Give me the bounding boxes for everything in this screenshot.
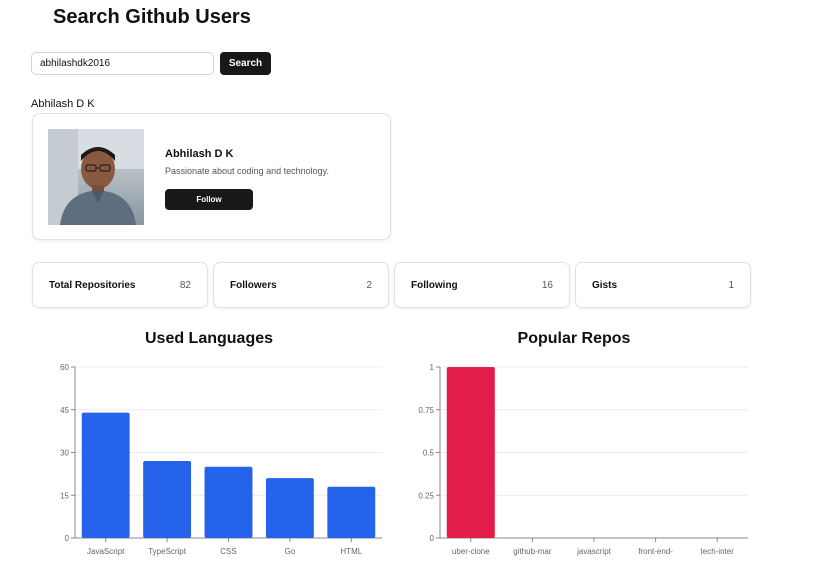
y-tick-label: 30	[60, 449, 69, 458]
stat-card-followers: Followers 2	[213, 262, 389, 308]
x-tick-label: front-end-	[638, 547, 673, 556]
result-name: Abhilash D K	[31, 98, 95, 110]
y-tick-label: 45	[60, 406, 69, 415]
y-tick-label: 0.5	[423, 449, 435, 458]
bar[interactable]	[265, 478, 314, 538]
x-tick-label: Go	[285, 547, 296, 556]
x-tick-label: tech-inter	[701, 547, 735, 556]
x-tick-label: JavaScript	[87, 547, 125, 556]
bar[interactable]	[143, 461, 192, 538]
search-button[interactable]: Search	[220, 52, 271, 75]
stat-value: 2	[366, 280, 372, 291]
x-tick-label: uber-clone	[452, 547, 490, 556]
stat-value: 16	[541, 280, 553, 291]
repos-chart-title: Popular Repos	[517, 330, 631, 347]
search-input[interactable]	[31, 52, 214, 75]
stat-value: 1	[728, 280, 734, 291]
x-tick-label: TypeScript	[148, 547, 187, 556]
bar[interactable]	[81, 412, 130, 538]
y-tick-label: 0	[65, 534, 70, 543]
stat-label: Following	[411, 280, 458, 291]
y-tick-label: 0.25	[418, 491, 434, 500]
languages-chart-title: Used Languages	[144, 330, 274, 347]
profile-card: Abhilash D K Passionate about coding and…	[32, 113, 391, 240]
x-tick-label: CSS	[220, 547, 236, 556]
stat-label: Followers	[230, 280, 277, 291]
bar[interactable]	[327, 486, 376, 538]
bar[interactable]	[204, 466, 253, 538]
x-tick-label: HTML	[340, 547, 362, 556]
page-title: Search Github Users	[53, 6, 251, 28]
stat-card-following: Following 16	[394, 262, 570, 308]
stat-card-gists: Gists 1	[575, 262, 751, 308]
profile-bio: Passionate about coding and technology.	[165, 166, 329, 176]
y-tick-label: 15	[60, 491, 69, 500]
stat-value: 82	[179, 280, 191, 291]
follow-button[interactable]: Follow	[165, 189, 253, 210]
stat-card-repositories: Total Repositories 82	[32, 262, 208, 308]
y-tick-label: 0	[430, 534, 435, 543]
user-photo-icon	[48, 129, 144, 225]
y-tick-label: 60	[60, 363, 69, 372]
stat-label: Total Repositories	[49, 280, 136, 291]
y-tick-label: 1	[430, 363, 435, 372]
y-tick-label: 0.75	[418, 406, 434, 415]
profile-name: Abhilash D K	[165, 148, 234, 160]
bar[interactable]	[446, 367, 495, 538]
avatar	[48, 129, 144, 225]
stat-label: Gists	[592, 280, 618, 291]
x-tick-label: github-mar	[513, 547, 552, 556]
x-tick-label: javascript	[576, 547, 612, 556]
